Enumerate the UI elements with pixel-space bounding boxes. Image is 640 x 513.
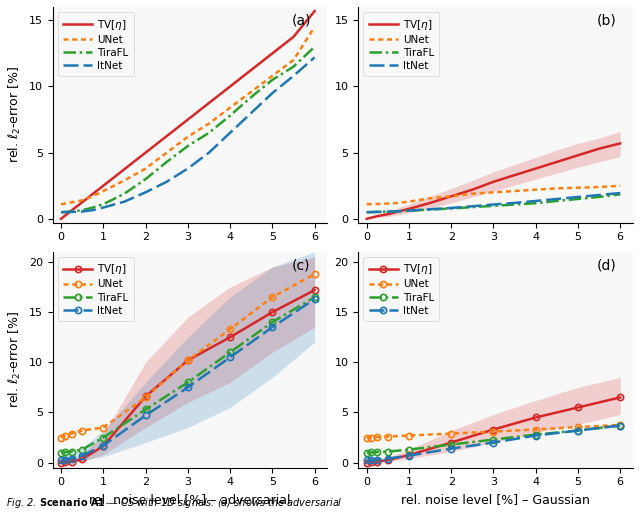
X-axis label: rel. noise level [%] – adversarial: rel. noise level [%] – adversarial — [89, 493, 291, 506]
Legend: TV[$\eta$], UNet, TiraFL, ItNet: TV[$\eta$], UNet, TiraFL, ItNet — [364, 257, 440, 321]
Y-axis label: rel. $\ell_2$-error [%]: rel. $\ell_2$-error [%] — [7, 66, 23, 164]
Text: (b): (b) — [597, 13, 617, 28]
Legend: TV[$\eta$], UNet, TiraFL, ItNet: TV[$\eta$], UNet, TiraFL, ItNet — [364, 12, 440, 76]
Text: (a): (a) — [292, 13, 311, 28]
X-axis label: rel. noise level [%] – Gaussian: rel. noise level [%] – Gaussian — [401, 493, 590, 506]
Y-axis label: rel. $\ell_2$-error [%]: rel. $\ell_2$-error [%] — [7, 311, 23, 408]
Legend: TV[$\eta$], UNet, TiraFL, ItNet: TV[$\eta$], UNet, TiraFL, ItNet — [58, 12, 134, 76]
Text: Fig. 2. $\mathbf{Scenario\ A1}$ — CS with 1D signals. (a) shows the adversarial: Fig. 2. $\mathbf{Scenario\ A1}$ — CS wit… — [6, 497, 343, 510]
Text: (d): (d) — [597, 259, 617, 272]
Text: (c): (c) — [292, 259, 310, 272]
Legend: TV[$\eta$], UNet, TiraFL, ItNet: TV[$\eta$], UNet, TiraFL, ItNet — [58, 257, 134, 321]
